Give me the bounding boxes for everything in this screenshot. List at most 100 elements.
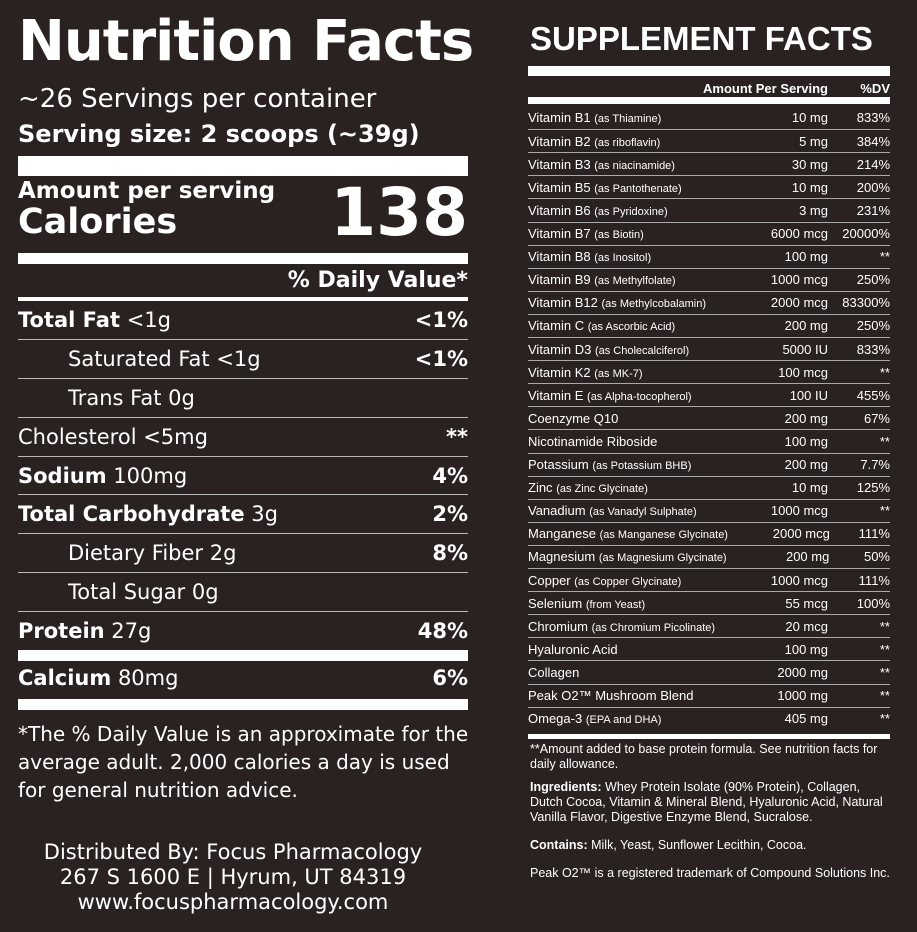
ingredient-source: (as Methylfolate) [594, 275, 676, 288]
distributor-address: 267 S 1600 E | Hyrum, UT 84319 [59, 865, 407, 889]
supplement-row: Vitamin D3 (as Cholecalciferol) 5000 IU 83… [528, 337, 890, 360]
ingredient-name: Vitamin B1 [528, 110, 591, 126]
supplement-dv: 250% [856, 272, 890, 288]
ingredient-name: Vanadium [528, 503, 586, 519]
ingredient-source: (as Copper Glycinate) [574, 575, 682, 588]
supplement-amount: 10 mg [791, 110, 828, 126]
supplement-name: Collagen [528, 665, 723, 680]
divider [528, 66, 890, 76]
divider [18, 297, 468, 301]
supplement-amount: 2000 mg [777, 664, 828, 680]
supplement-row: Potassium (as Potassium BHB) 200 mg 7.7% [528, 452, 890, 476]
dv-header: %DV [860, 81, 890, 96]
supplement-name: Vitamin B7 (as Biotin) [528, 226, 723, 241]
ingredient-source: (as Vanadyl Sulphate) [589, 506, 697, 519]
supplement-name: Vitamin B6 (as Pyridoxine) [528, 203, 723, 218]
supplement-row: Selenium (from Yeast) 55 mcg 100% [528, 591, 890, 614]
nutrient-dv: 2% [432, 502, 468, 526]
supplement-dv: 250% [856, 318, 890, 334]
nutrition-title: Nutrition Facts [18, 9, 474, 74]
supplement-amount: 1000 mcg [770, 572, 828, 588]
supplement-row: Vitamin E (as Alpha-tocopherol) 100 IU 455… [528, 383, 890, 406]
nutrient-row: Total Carbohydrate 3g 2% [18, 494, 468, 533]
ingredient-name: Nicotinamide Riboside [528, 433, 658, 449]
ingredient-source: (as Manganese Glycinate) [599, 529, 728, 542]
nutrient-amount: 100mg [106, 464, 188, 488]
supplement-dv: 125% [856, 480, 890, 496]
supplement-row: Copper (as Copper Glycinate) 1000 mcg 111% [528, 568, 890, 591]
ingredient-source: (as Potassium BHB) [592, 460, 692, 473]
ingredient-name: Hyaluronic Acid [528, 641, 618, 657]
ingredient-name: Zinc [528, 480, 553, 496]
ingredient-name: Chromium [528, 618, 588, 634]
supplement-name: Omega-3 (EPA and DHA) [528, 711, 723, 726]
supplement-row: Vitamin B6 (as Pyridoxine) 3 mg 231% [528, 198, 890, 221]
supplement-dv: 100% [856, 595, 890, 611]
supplement-name: Peak O2™ Mushroom Blend [528, 688, 723, 703]
supplement-amount: 405 mg [784, 711, 828, 727]
supplement-dv: ** [879, 503, 890, 519]
supplement-amount: 2000 mcg [770, 295, 828, 311]
supplement-dv: 231% [856, 202, 890, 218]
ingredient-name: Vitamin B2 [528, 133, 591, 149]
nutrient-name: Calcium [18, 665, 112, 690]
nutrient-label: Sodium 100mg [18, 464, 187, 488]
distributor-info: Distributed By: Focus Pharmacology 267 S… [18, 840, 448, 915]
nutrient-name: Sodium [18, 464, 107, 488]
nutrient-dv: 6% [432, 665, 468, 690]
supplement-row: Vitamin K2 (as MK-7) 100 mcg ** [528, 360, 890, 383]
nutrient-name: Trans Fat 0g [68, 386, 195, 410]
nutrient-row: Dietary Fiber 2g 8% [18, 533, 468, 572]
ingredients: Ingredients: Whey Protein Isolate (90% P… [530, 780, 890, 825]
divider [18, 156, 468, 176]
ingredient-source: (as MK-7) [594, 367, 643, 380]
supplement-dv: ** [879, 249, 890, 265]
supplement-name: Zinc (as Zinc Glycinate) [528, 480, 723, 495]
supplement-dv: ** [879, 618, 890, 634]
supplement-row: Omega-3 (EPA and DHA) 405 mg ** [528, 706, 890, 730]
supplement-dv: 20000% [842, 226, 890, 242]
supplement-dv: 7.7% [860, 457, 890, 473]
nutrient-row: Cholesterol <5mg ** [18, 417, 468, 456]
supplement-name: Copper (as Copper Glycinate) [528, 573, 723, 588]
daily-value-header: % Daily Value* [287, 268, 468, 293]
ingredient-source: (as Zinc Glycinate) [556, 483, 648, 496]
ingredient-source: (from Yeast) [585, 598, 646, 611]
supplement-name: Vanadium (as Vanadyl Sulphate) [528, 503, 723, 518]
nutrient-label: Trans Fat 0g [18, 386, 195, 410]
supplement-row: Manganese (as Manganese Glycinate) 2000 m… [528, 521, 890, 545]
ingredient-name: Vitamin B6 [528, 202, 591, 218]
supplement-header: Amount Per Serving %DV [528, 81, 890, 96]
supplement-name: Vitamin K2 (as MK-7) [528, 365, 723, 380]
supplement-amount: 100 IU [789, 387, 828, 403]
ingredient-source: (as niacinamide) [594, 159, 675, 172]
amount-per-serving: Amount per serving [18, 178, 276, 204]
contains: Contains: Milk, Yeast, Sunflower Lecithi… [530, 838, 890, 853]
ingredient-name: Selenium [528, 595, 583, 611]
supplement-amount: 2000 mcg [772, 526, 830, 542]
amount-header: Amount Per Serving [703, 81, 828, 96]
ingredient-name: Peak O2™ Mushroom Blend [528, 688, 694, 704]
supplement-name: Vitamin B2 (as riboflavin) [528, 134, 723, 149]
ingredient-source: (as Inositol) [594, 252, 652, 265]
supplement-name: Vitamin B5 (as Pantothenate) [528, 180, 723, 195]
divider [528, 734, 890, 739]
supplement-name: Vitamin B3 (as niacinamide) [528, 157, 723, 172]
ingredient-source: (as Thiamine) [594, 113, 662, 126]
supplement-dv: 67% [863, 410, 890, 426]
ingredient-name: Potassium [528, 457, 589, 473]
supplement-name: Magnesium (as Magnesium Glycinate) [528, 549, 727, 564]
supplement-amount: 1000 mcg [770, 503, 828, 519]
ingredient-name: Omega-3 [528, 711, 583, 727]
supplement-amount: 3 mg [799, 202, 828, 218]
supplement-row: Vitamin B3 (as niacinamide) 30 mg 214% [528, 152, 890, 175]
supplement-row: Vitamin B2 (as riboflavin) 5 mg 384% [528, 129, 890, 152]
supplement-amount: 200 mg [784, 410, 828, 426]
supplement-amount: 5 mg [799, 133, 828, 149]
supplement-name: Selenium (from Yeast) [528, 596, 723, 611]
ingredient-source: (EPA and DHA) [585, 714, 662, 727]
supplement-row: Vitamin B12 (as Methylcobalamin) 2000 mcg… [528, 290, 890, 314]
ingredients-text: Whey Protein Isolate (90% Protein), Coll… [530, 780, 883, 824]
supplement-row: Vitamin C (as Ascorbic Acid) 200 mg 250% [528, 313, 890, 337]
supplement-amount: 1000 mg [777, 688, 828, 704]
